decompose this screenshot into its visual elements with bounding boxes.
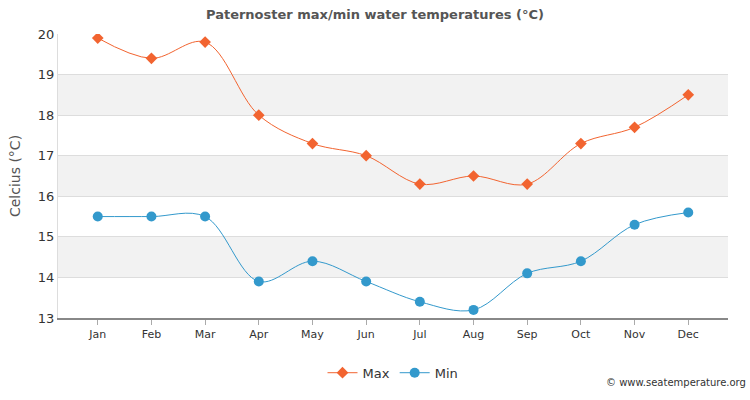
svg-text:Oct: Oct	[571, 328, 591, 341]
svg-text:© www.seatemperature.org: © www.seatemperature.org	[606, 377, 746, 388]
svg-text:17: 17	[38, 148, 55, 163]
svg-text:19: 19	[38, 67, 55, 82]
svg-text:13: 13	[38, 311, 55, 326]
svg-text:Jul: Jul	[412, 328, 426, 341]
svg-text:Nov: Nov	[624, 328, 646, 341]
svg-text:Dec: Dec	[678, 328, 699, 341]
svg-text:Mar: Mar	[195, 328, 216, 341]
svg-text:Max: Max	[363, 366, 390, 381]
svg-text:15: 15	[38, 229, 55, 244]
svg-text:Min: Min	[435, 366, 458, 381]
svg-text:Aug: Aug	[463, 328, 484, 341]
svg-text:Jan: Jan	[88, 328, 106, 341]
svg-text:Jun: Jun	[357, 328, 375, 341]
svg-text:Feb: Feb	[142, 328, 161, 341]
svg-text:Sep: Sep	[517, 328, 538, 341]
svg-text:Celcius (°C): Celcius (°C)	[7, 135, 23, 217]
svg-text:16: 16	[38, 189, 55, 204]
svg-text:May: May	[301, 328, 324, 341]
svg-text:14: 14	[38, 270, 55, 285]
svg-text:20: 20	[38, 27, 55, 42]
svg-text:Paternoster max/min water temp: Paternoster max/min water temperatures (…	[206, 7, 544, 22]
svg-text:18: 18	[38, 108, 55, 123]
svg-text:Apr: Apr	[249, 328, 269, 341]
